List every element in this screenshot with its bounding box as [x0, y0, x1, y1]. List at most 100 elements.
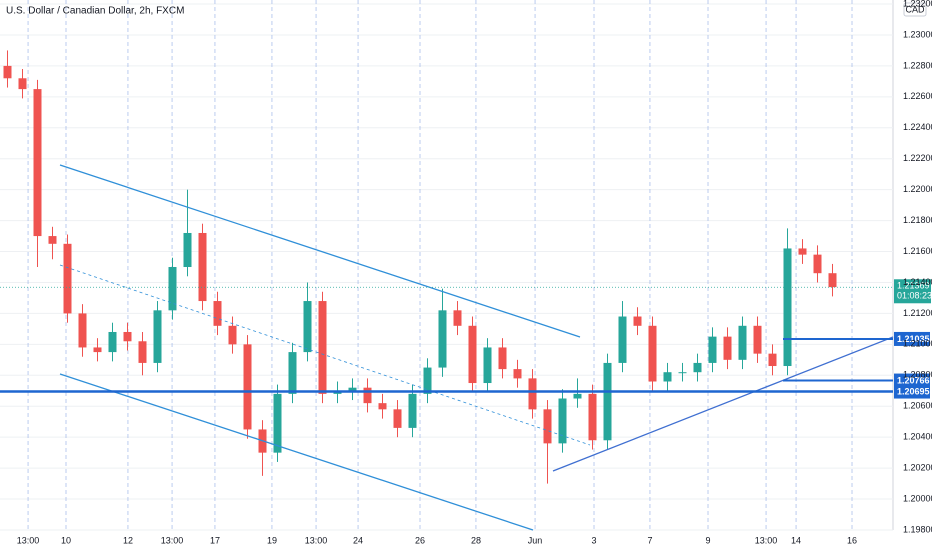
x-tick-label: 10 [61, 535, 71, 545]
candle-body [63, 243, 72, 314]
y-tick-label: 1.22400 [903, 122, 932, 132]
candle-body [138, 341, 147, 363]
y-tick-label: 1.23200 [903, 0, 932, 8]
y-tick-label: 1.19800 [903, 524, 932, 534]
price-label-box [894, 279, 931, 304]
trend-line [552, 336, 894, 472]
y-tick-label: 1.21200 [903, 308, 932, 318]
candle-body [288, 352, 297, 394]
candle-body [348, 387, 357, 391]
candle-body [738, 325, 747, 360]
x-tick-label: 16 [847, 535, 857, 545]
candle-body [93, 347, 102, 353]
candle-body [438, 310, 447, 368]
candle-body [33, 89, 42, 237]
candle-body [588, 393, 597, 441]
candle-body [723, 336, 732, 360]
candle-body [513, 369, 522, 379]
trend-line [59, 373, 534, 531]
candle-body [648, 325, 657, 382]
y-tick-label: 1.23000 [903, 29, 932, 39]
candle-body [483, 347, 492, 384]
x-tick-label: 7 [647, 535, 652, 545]
candle-body [528, 378, 537, 410]
candle-body [798, 248, 807, 255]
currency-box [903, 2, 927, 17]
candle-body [273, 393, 282, 453]
countdown: 01:08:23 [897, 291, 932, 301]
y-tick-label: 1.20400 [903, 432, 932, 442]
level-label-box [894, 373, 930, 388]
level-label-box [894, 384, 930, 399]
y-tick-label: 1.21400 [903, 277, 932, 287]
candle-body [753, 325, 762, 354]
y-tick-label: 1.22600 [903, 91, 932, 101]
currency: CAD [905, 4, 925, 14]
candle-body [378, 403, 387, 410]
candle-body [303, 301, 312, 353]
candle-body [228, 325, 237, 345]
x-tick-label: 13:00 [755, 535, 778, 545]
x-tick-label: 28 [471, 535, 481, 545]
candle-body [633, 316, 642, 326]
candle-body [468, 325, 477, 384]
y-tick-label: 1.22800 [903, 60, 932, 70]
candle-body [3, 65, 12, 79]
trend-line [59, 164, 581, 338]
candle-body [183, 232, 192, 268]
candle-body [48, 236, 57, 244]
candle-body [153, 310, 162, 363]
drawings [59, 164, 894, 531]
candle-body [603, 362, 612, 441]
x-tick-label: 12 [123, 535, 133, 545]
candle-body [393, 409, 402, 428]
candle-body [813, 254, 822, 274]
candle-body [423, 367, 432, 394]
candle-body [543, 409, 552, 444]
candle-body [78, 313, 87, 348]
candle-body [618, 316, 627, 363]
candle-body [558, 398, 567, 444]
x-tick-label: 26 [415, 535, 425, 545]
chart-title: U.S. Dollar / Canadian Dollar, 2h, FXCM [6, 6, 184, 17]
y-tick-label: 1.20800 [903, 370, 932, 380]
y-tick-label: 1.20200 [903, 462, 932, 472]
candles [3, 50, 837, 484]
candle-body [123, 331, 132, 342]
price-label: 1.21369 [897, 281, 930, 291]
level-label-box [894, 331, 930, 346]
candle-body [498, 347, 507, 370]
candle-body [18, 78, 27, 90]
y-tick-label: 1.21800 [903, 215, 932, 225]
candle-body [768, 353, 777, 367]
candle-body [363, 387, 372, 404]
x-tick-label: 14 [791, 535, 801, 545]
candle-body [108, 331, 117, 353]
x-tick-label: 13:00 [305, 535, 328, 545]
x-tick-label: 9 [705, 535, 710, 545]
y-tick-label: 1.21000 [903, 339, 932, 349]
level-label: 1.21035 [897, 334, 930, 344]
candle-body [198, 232, 207, 302]
candle-body [168, 267, 177, 311]
candle-body [678, 372, 687, 374]
y-tick-label: 1.20000 [903, 493, 932, 503]
candle-body [573, 393, 582, 399]
grid [0, 0, 893, 531]
x-tick-label: 24 [353, 535, 363, 545]
level-label: 1.20695 [897, 386, 930, 396]
x-tick-label: 19 [267, 535, 277, 545]
x-tick-label: 13:00 [161, 535, 184, 545]
y-tick-label: 1.22200 [903, 153, 932, 163]
price-axis [893, 0, 932, 550]
y-tick-label: 1.22000 [903, 184, 932, 194]
x-tick-label: 13:00 [17, 535, 40, 545]
y-tick-label: 1.21600 [903, 246, 932, 256]
candle-body [828, 273, 837, 288]
candle-body [693, 362, 702, 373]
candle-body [213, 301, 222, 326]
level-label: 1.20766 [897, 375, 930, 385]
candle-body [453, 310, 462, 326]
x-tick-label: Jun [528, 535, 543, 545]
